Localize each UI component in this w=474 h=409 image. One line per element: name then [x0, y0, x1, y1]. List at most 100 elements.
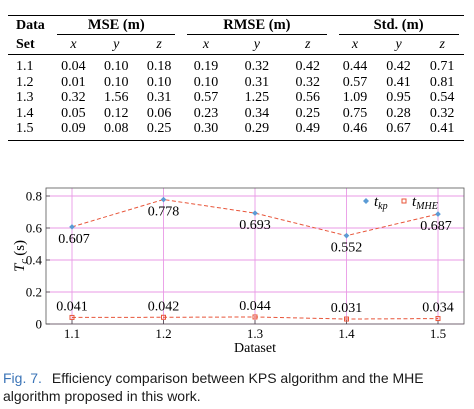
table-row: 1.2 0.01 0.10 0.10 0.10 0.31 0.32 0.57 0… [8, 75, 464, 91]
legend-entry-main: t [374, 194, 379, 210]
cell: 0.29 [244, 121, 270, 136]
cell: 0.09 [61, 121, 86, 136]
cell: 0.12 [104, 105, 129, 121]
y-axis-label: Tc (s) [12, 240, 30, 272]
cell: 0.57 [193, 90, 219, 105]
cell: 0.06 [146, 105, 172, 121]
y-axis-label-unit: (s) [12, 240, 28, 256]
data-point-marker [160, 196, 167, 203]
cell: 0.75 [342, 105, 368, 121]
cell: 0.01 [61, 74, 86, 90]
data-point-marker [69, 224, 75, 230]
cell: 0.42 [295, 59, 320, 74]
cell: 0.42 [386, 59, 411, 74]
efficiency-chart: 1.1 1.2 1.3 1.4 1.500.20.40.60.8 0.6070.7780… [12, 187, 465, 356]
legend-entry: tMHE [412, 194, 438, 212]
data-label: 0.687 [420, 219, 452, 234]
results-table-region: Data MSE (m) RMSE (m) Std. (m) Set x y z… [0, 0, 474, 165]
x-tick-label: 1.4 [338, 326, 355, 341]
data-point-marker [344, 316, 349, 322]
x-axis-label: Dataset [234, 341, 276, 356]
cell: 0.32 [61, 90, 86, 105]
row-set: 1.5 [16, 121, 34, 136]
cell: 1.56 [104, 90, 129, 105]
y-tick-label: 0.4 [26, 253, 43, 268]
header-mse-x: x [70, 37, 77, 52]
x-tick-label: 1.3 [247, 326, 263, 341]
caption-text: Efficiency comparison between KPS algori… [3, 370, 424, 404]
row-set: 1.2 [16, 74, 34, 90]
cell: 0.04 [61, 59, 86, 74]
cell: 0.32 [295, 74, 320, 90]
data-label: 0.031 [331, 301, 363, 316]
cell: 0.23 [193, 105, 219, 121]
cell: 0.10 [104, 74, 129, 90]
cell: 1.25 [244, 90, 270, 105]
header-mse-z: z [156, 37, 162, 52]
cell: 0.54 [429, 90, 455, 105]
figure-caption: Fig. 7. Efficiency comparison between KPS… [3, 369, 471, 405]
cell: 0.46 [342, 121, 368, 136]
header-rmse: RMSE (m) [181, 16, 334, 37]
table-row: 1.1 0.04 0.10 0.18 0.19 0.32 0.42 0.44 0… [8, 55, 464, 75]
header-std-y: y [395, 37, 402, 52]
cell: 0.32 [429, 105, 455, 121]
data-point-marker [69, 314, 75, 320]
legend-entry-sub: MHE [415, 201, 438, 212]
data-label: 0.044 [239, 299, 271, 314]
header-set: Set [16, 37, 35, 52]
data-label: 0.041 [56, 299, 88, 314]
data-point-marker [252, 314, 258, 320]
cell: 0.71 [429, 59, 455, 74]
cell: 0.10 [104, 59, 129, 74]
cell: 0.32 [244, 59, 270, 74]
legend-marker-mhe [401, 198, 407, 204]
cell: 0.19 [193, 59, 219, 74]
header-mse: MSE (m) [52, 16, 181, 37]
y-tick-label: 0.6 [26, 221, 43, 236]
x-tick-label: 1.1 [64, 326, 80, 341]
y-tick-label: 0.2 [26, 285, 42, 300]
data-label: 0.778 [148, 205, 180, 220]
results-table: Data MSE (m) RMSE (m) Std. (m) Set x y z… [8, 15, 464, 141]
header-mse-y: y [113, 37, 120, 52]
cell: 0.67 [386, 121, 411, 136]
cell: 0.31 [146, 90, 172, 105]
legend-marker-kp [363, 198, 369, 204]
data-label: 0.607 [58, 232, 90, 247]
y-tick-label: 0 [36, 317, 43, 332]
table-row: 1.3 0.32 1.56 0.31 0.57 1.25 0.56 1.09 0… [8, 90, 464, 106]
header-rmse-z: z [304, 37, 311, 52]
x-tick-label: 1.2 [155, 326, 171, 341]
data-point-marker [252, 210, 258, 216]
cell: 0.49 [295, 121, 320, 136]
cell: 0.10 [146, 74, 172, 90]
cell: 0.25 [146, 121, 172, 136]
data-label: 0.693 [239, 218, 271, 233]
cell: 0.05 [61, 105, 86, 121]
table-row: 1.4 0.05 0.12 0.06 0.23 0.34 0.25 0.75 0… [8, 106, 464, 122]
y-axis-label-main: T [12, 262, 28, 272]
cell: 0.25 [295, 105, 320, 121]
cell: 1.09 [342, 90, 368, 105]
data-label: 0.552 [331, 241, 363, 256]
header-std-x: x [351, 37, 359, 52]
cell: 0.95 [386, 90, 411, 105]
cell: 0.18 [146, 59, 172, 74]
header-data: Data [16, 18, 45, 33]
legend-entry-sub: kp [378, 201, 387, 212]
y-tick-label: 0.8 [26, 189, 42, 204]
cell: 0.34 [244, 105, 270, 121]
cell: 0.30 [193, 121, 219, 136]
cell: 0.31 [244, 74, 270, 90]
chart-data-labels: 0.607 0.778 0.693 0.552 0.687 0.041 0.042 0.044… [56, 205, 454, 317]
cell: 0.10 [193, 74, 219, 90]
row-set: 1.1 [16, 59, 34, 74]
legend-entry: tkp [374, 194, 388, 212]
cell: 0.44 [342, 59, 368, 74]
cell: 0.56 [295, 90, 320, 105]
data-point-marker [435, 211, 441, 217]
header-rmse-y: y [253, 37, 260, 52]
caption-label: Fig. 7. [3, 370, 42, 386]
cell: 0.57 [342, 74, 368, 90]
